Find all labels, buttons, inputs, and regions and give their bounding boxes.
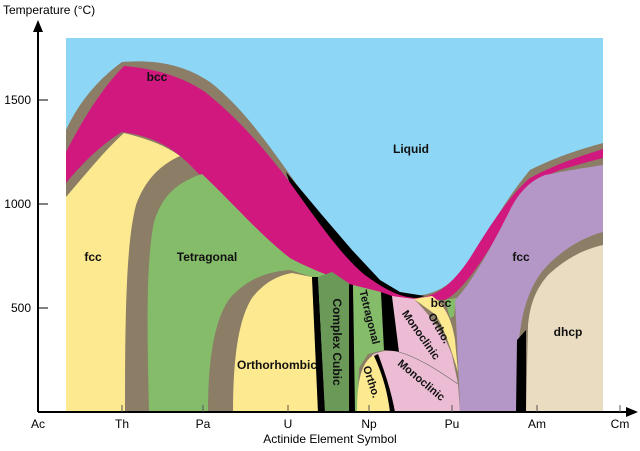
monoclinic-lower-region — [372, 350, 460, 412]
black-boundary-ortho — [374, 354, 395, 412]
y-axis-arrow-icon — [33, 20, 43, 32]
small-tetragonal-pu — [445, 298, 456, 318]
x-tick-pu: Pu — [445, 417, 460, 431]
ortho-pu-region — [414, 296, 458, 372]
x-tick-cm: Cm — [611, 417, 630, 431]
x-tick-pa: Pa — [196, 417, 211, 431]
x-tick-am: Am — [528, 417, 546, 431]
y-tick-1000: 1000 — [4, 197, 31, 211]
x-axis-arrow-icon — [626, 407, 638, 417]
y-tick-1500: 1500 — [4, 93, 31, 107]
label-fcc-am: fcc — [512, 250, 530, 264]
black-boundary-am — [516, 330, 526, 412]
y-axis-title: Temperature (°C) — [3, 3, 95, 17]
y-tick-500: 500 — [11, 301, 31, 315]
ortho-np-region — [357, 355, 390, 412]
boundary-line — [398, 351, 459, 385]
label-dhcp: dhcp — [554, 325, 583, 339]
black-boundary-np — [349, 284, 356, 412]
y-ticks — [38, 99, 48, 309]
x-axis-title: Actinide Element Symbol — [263, 432, 396, 446]
x-tick-u: U — [284, 417, 293, 431]
label-complex-cubic: Complex Cubic — [330, 298, 344, 386]
label-bcc-pu: bcc — [431, 296, 452, 310]
complex-cubic-region — [318, 272, 350, 412]
label-bcc-left: bcc — [147, 70, 168, 84]
label-tetragonal-pa: Tetragonal — [177, 250, 237, 264]
black-boundary-u — [312, 277, 325, 412]
label-fcc-th: fcc — [84, 250, 102, 264]
black-wedge-np — [381, 292, 399, 352]
label-liquid: Liquid — [393, 142, 429, 156]
label-orthorhombic: Orthorhombic — [237, 358, 317, 372]
dhcp-region — [526, 245, 603, 412]
monoclinic-upper-region — [392, 296, 458, 384]
x-tick-ac: Ac — [31, 417, 45, 431]
x-tick-th: Th — [115, 417, 129, 431]
x-ticks — [121, 405, 621, 412]
orthorhombic-region — [233, 273, 318, 412]
tetragonal-np-region — [353, 285, 384, 412]
x-tick-np: Np — [361, 417, 377, 431]
fcc-th-region — [66, 133, 180, 412]
